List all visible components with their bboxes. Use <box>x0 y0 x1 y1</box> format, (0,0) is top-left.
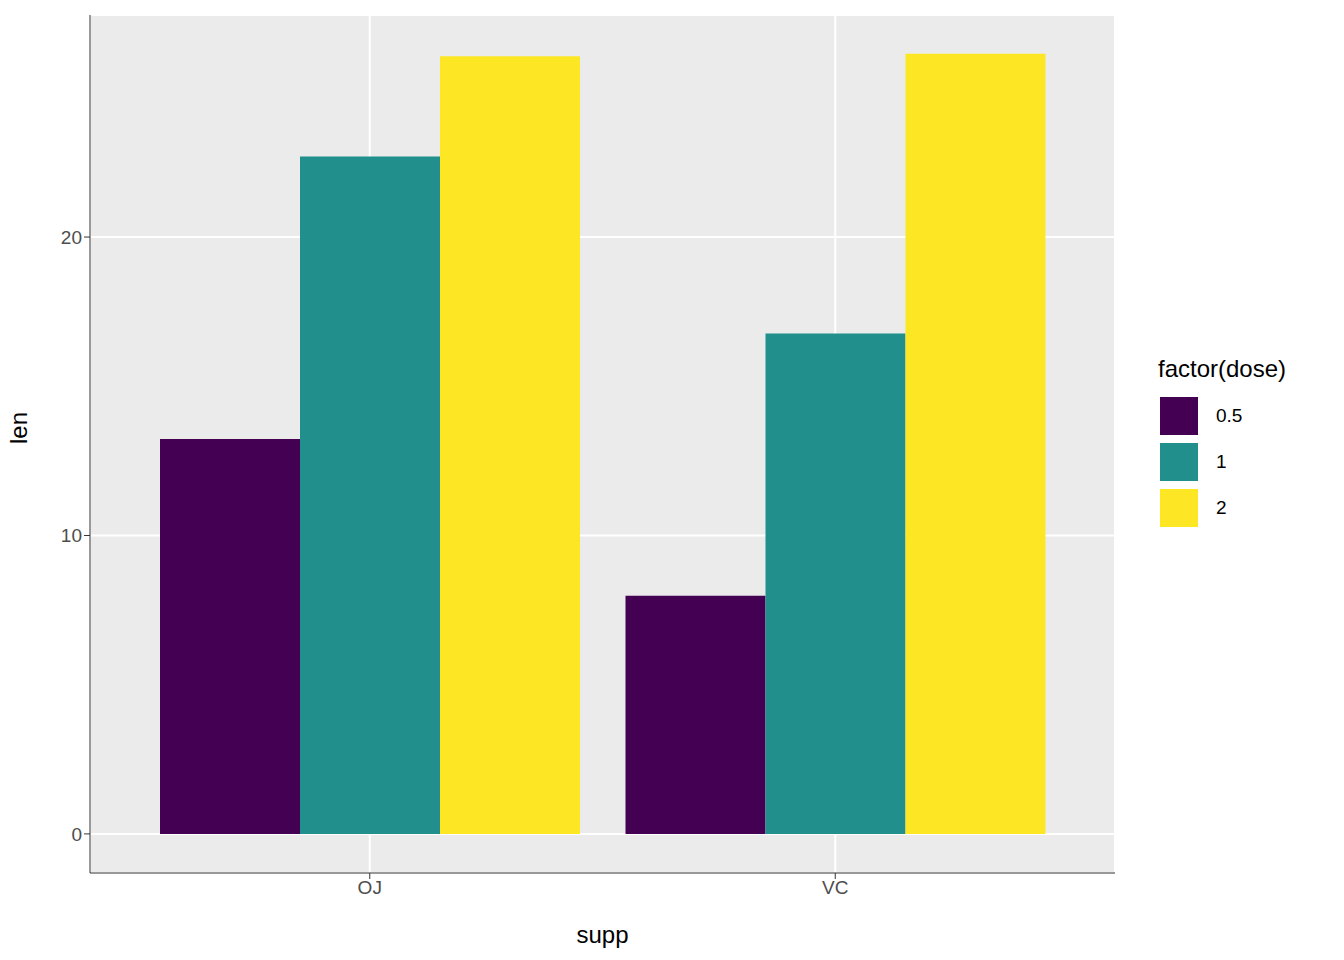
svg-text:OJ: OJ <box>358 877 382 898</box>
svg-text:VC: VC <box>822 877 848 898</box>
svg-text:supp: supp <box>576 921 628 948</box>
html-text:2: 2 <box>1216 497 1227 518</box>
html-text:1: 1 <box>1216 451 1227 472</box>
html-text:0.5: 0.5 <box>1216 405 1243 426</box>
html-text:factor(dose): factor(dose) <box>1158 355 1287 382</box>
svg-text:0: 0 <box>71 824 82 845</box>
svg-text:10: 10 <box>61 525 82 546</box>
svg-text:20: 20 <box>61 227 82 248</box>
svg-text:len: len <box>8 412 32 444</box>
